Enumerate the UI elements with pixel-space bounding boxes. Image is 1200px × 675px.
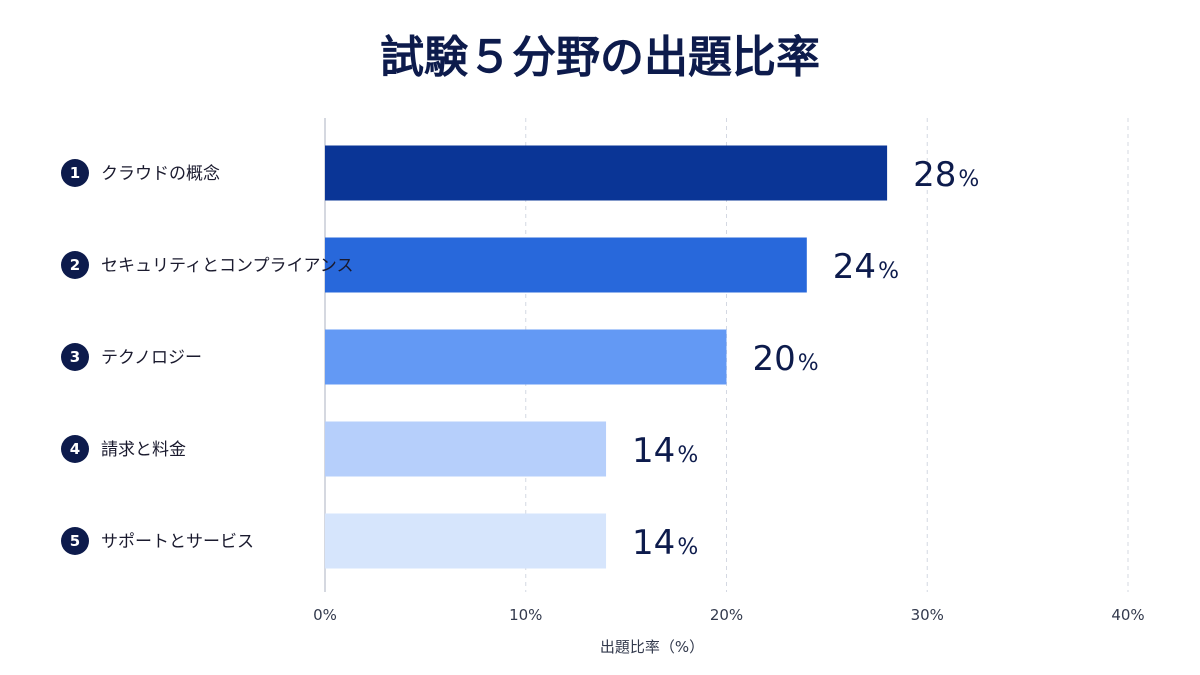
category-label: サポートとサービス [101,532,254,552]
value-labels: 28% 24% 20% 14% 14% [632,155,979,563]
value-unit: % [798,351,819,376]
x-tick-label: 40% [1111,606,1144,624]
value-label: 28% [913,155,979,195]
category-number: 5 [70,532,80,550]
x-axis-ticks: 0% 10% 20% 30% 40% [313,606,1145,624]
value-unit: % [958,167,979,192]
category-labels: 1 クラウドの概念 2 セキュリティとコンプライアンス 3 テクノロジー 4 請求と料金 5 サポ… [61,159,353,555]
value-label: 20% [753,339,819,379]
value-label: 24% [833,247,899,287]
bar [325,237,807,293]
category-number-badge [61,435,89,463]
bar [325,329,727,385]
x-tick-label: 20% [710,606,743,624]
category-label: セキュリティとコンプライアンス [101,256,353,276]
category-label: 請求と料金 [101,440,186,460]
category-label: テクノロジー [101,348,202,368]
grid-lines [525,118,1129,592]
x-tick-label: 30% [911,606,944,624]
bar [325,145,888,201]
category-number-badge [61,527,89,555]
category-label: クラウドの概念 [101,163,220,184]
value-label: 14% [632,431,698,471]
category-number: 2 [70,256,80,274]
bar [325,421,607,477]
value-unit: % [677,535,698,560]
category-number: 1 [70,164,80,182]
category-number: 3 [70,348,80,366]
value-unit: % [878,259,899,284]
category-number-badge [61,251,89,279]
value-label: 14% [632,523,698,563]
category-number-badge [61,159,89,187]
category-number: 4 [70,440,80,458]
x-axis-label: 出題比率（%） [600,638,704,656]
x-tick-label: 10% [509,606,542,624]
category-number-badge [61,343,89,371]
value-unit: % [677,443,698,468]
chart-title: 試験５分野の出題比率 [380,32,820,83]
bar [325,513,607,569]
bars [325,145,888,569]
x-tick-label: 0% [313,606,337,624]
